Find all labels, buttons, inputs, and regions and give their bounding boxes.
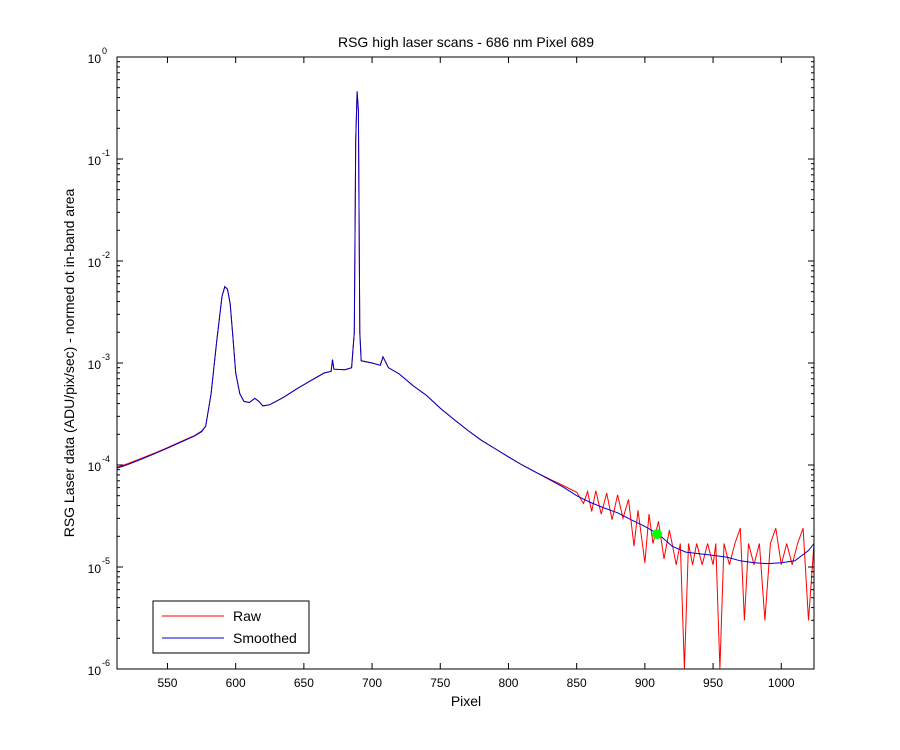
marker-layer (652, 529, 663, 540)
y-tick-exponent: -3 (102, 352, 110, 362)
legend-label-smoothed: Smoothed (233, 630, 297, 646)
y-tick-exponent: -2 (102, 250, 110, 260)
legend-label-raw: Raw (233, 608, 262, 624)
x-tick-label: 850 (567, 676, 587, 690)
y-tick-label: 10 (88, 562, 102, 576)
y-tick-exponent: -4 (102, 454, 110, 464)
x-tick-label: 950 (703, 676, 723, 690)
y-tick-label: 10 (88, 256, 102, 270)
x-tick-label: 800 (498, 676, 518, 690)
plot-area (117, 57, 814, 669)
legend: Raw Smoothed (152, 600, 310, 654)
x-axis: 550 600 650 700 750 800 850 900 950 1000 (157, 57, 795, 690)
legend-box (152, 600, 310, 654)
chart-title: RSG high laser scans - 686 nm Pixel 689 (338, 34, 594, 50)
y-tick-label: 10 (88, 52, 102, 66)
y-tick-label: 10 (88, 460, 102, 474)
x-tick-label: 900 (635, 676, 655, 690)
y-tick-exponent: -6 (102, 658, 110, 668)
x-tick-label: 550 (157, 676, 177, 690)
y-tick-exponent: -1 (102, 148, 110, 158)
y-axis-label: RSG Laser data (ADU/pix/sec) - normed ot… (61, 188, 77, 537)
x-tick-label: 600 (226, 676, 246, 690)
x-tick-label: 650 (294, 676, 314, 690)
highlight-marker (652, 529, 663, 540)
y-tick-exponent: -5 (102, 556, 110, 566)
x-axis-label: Pixel (451, 693, 481, 709)
x-tick-label: 750 (430, 676, 450, 690)
y-tick-label: 10 (88, 154, 102, 168)
x-tick-label: 1000 (768, 676, 795, 690)
y-tick-label: 10 (88, 358, 102, 372)
y-tick-exponent: 0 (102, 46, 107, 56)
x-tick-label: 700 (362, 676, 382, 690)
y-tick-label: 10 (88, 664, 102, 678)
